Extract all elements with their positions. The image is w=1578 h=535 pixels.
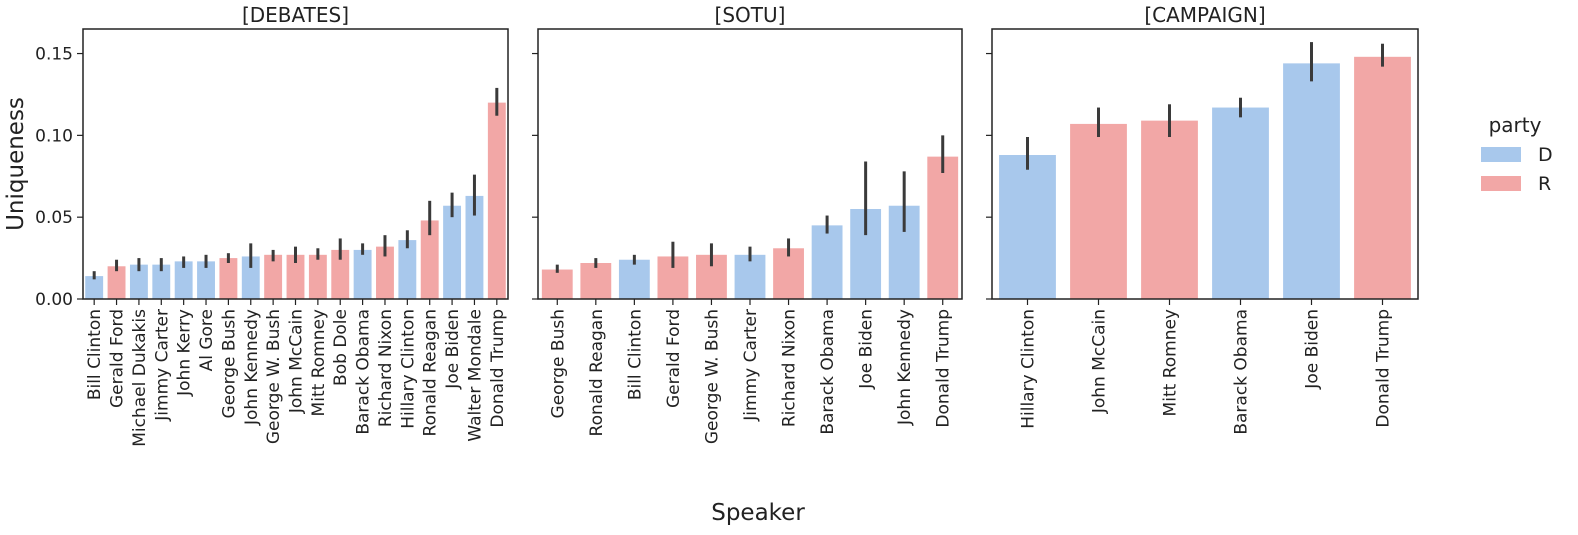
x-tick-label: Donald Trump	[488, 309, 508, 428]
bar	[308, 254, 327, 299]
bar	[219, 258, 238, 299]
bar	[580, 263, 612, 299]
x-tick-label: George Bush	[219, 309, 239, 418]
panel-frame	[82, 28, 509, 300]
y-axis-label: Uniqueness	[3, 97, 29, 231]
bar	[197, 261, 215, 299]
panel-1: [SOTU] George Bush Ronald Reagan Bill Clint…	[532, 3, 963, 444]
x-tick-label: Donald Trump	[1374, 309, 1394, 428]
panel-frame	[991, 28, 1419, 300]
bar	[927, 156, 959, 299]
legend-title: party	[1489, 113, 1542, 137]
x-tick-label: Gerald Ford	[664, 309, 684, 408]
bar	[107, 266, 126, 299]
legend-swatch-R	[1481, 176, 1521, 191]
bar	[129, 264, 148, 299]
panel-0: [DEBATES] Bill Clinton Gerald Ford Michael …	[35, 3, 509, 447]
x-tick-label: Barack Obama	[354, 309, 374, 435]
x-tick-label: Richard Nixon	[780, 309, 800, 427]
bar	[1141, 120, 1198, 300]
x-tick-label: Joe Biden	[1303, 309, 1323, 390]
x-tick-label: Richard Nixon	[376, 309, 396, 427]
x-tick-label: Barack Obama	[818, 309, 838, 435]
x-tick-label: Ronald Reagan	[587, 309, 607, 436]
x-tick-label: George Bush	[548, 309, 568, 418]
bar	[286, 254, 305, 299]
y-tick-label: 0.10	[35, 126, 73, 146]
y-tick-label: 0.15	[35, 45, 73, 65]
x-tick-label: John Kennedy	[895, 309, 915, 426]
x-tick-label: Michael Dukakis	[130, 309, 150, 447]
x-tick-label: Bill Clinton	[85, 309, 105, 400]
x-tick-label: Al Gore	[197, 309, 217, 371]
bar	[618, 259, 650, 299]
x-tick-label: Joe Biden	[857, 309, 877, 390]
x-tick-label: John McCain	[1090, 309, 1110, 414]
panel-title: [CAMPAIGN]	[1144, 3, 1265, 27]
bar	[420, 220, 439, 299]
bar	[465, 195, 484, 299]
x-tick-label: John Kennedy	[242, 309, 262, 426]
x-tick-label: Donald Trump	[934, 309, 954, 428]
x-tick-label: George W. Bush	[702, 309, 722, 444]
x-tick-label: George W. Bush	[264, 309, 284, 444]
x-tick-label: Mitt Romney	[309, 309, 329, 416]
panel-frame	[537, 28, 963, 300]
panel-title: [DEBATES]	[242, 3, 349, 27]
y-tick-label: 0.00	[35, 290, 73, 310]
bar	[1070, 123, 1127, 299]
x-tick-label: Barack Obama	[1232, 309, 1252, 435]
bar	[487, 102, 506, 300]
bar	[541, 269, 573, 299]
x-tick-label: Ronald Reagan	[421, 309, 441, 436]
bar	[398, 240, 417, 299]
x-tick-label: Mitt Romney	[1161, 309, 1181, 416]
bar	[1283, 63, 1340, 300]
bar	[85, 276, 104, 299]
x-tick-label: Gerald Ford	[108, 309, 128, 408]
bar	[773, 248, 804, 299]
bar	[241, 256, 260, 299]
bar	[376, 246, 394, 299]
x-tick-label: Jimmy Carter	[152, 309, 172, 422]
bar	[353, 249, 372, 299]
legend-swatch-D	[1481, 147, 1521, 162]
bar	[999, 155, 1056, 299]
chart-panels: [DEBATES]Bill Clinton Gerald Ford Michael …	[35, 3, 1419, 447]
bar	[1212, 107, 1269, 299]
panel-2: [CAMPAIGN] Hillary Clinton John McCain Mitt…	[986, 3, 1419, 435]
legend: party DR	[1481, 113, 1553, 195]
bar	[174, 261, 193, 299]
bar	[443, 205, 462, 299]
x-tick-label: Hillary Clinton	[1019, 309, 1039, 429]
x-tick-label: Bill Clinton	[625, 309, 645, 400]
x-axis-label: Speaker	[711, 500, 805, 526]
x-tick-label: Hillary Clinton	[398, 309, 418, 429]
bar	[811, 225, 843, 299]
y-tick-label: 0.05	[35, 208, 73, 228]
x-tick-label: Jimmy Carter	[741, 309, 761, 422]
bar	[152, 264, 171, 299]
x-tick-label: Joe Biden	[443, 309, 463, 390]
x-tick-label: John McCain	[287, 309, 307, 414]
x-tick-label: John Kerry	[175, 309, 195, 397]
bar	[331, 249, 350, 299]
x-tick-label: Bob Dole	[331, 309, 351, 386]
x-tick-label: Walter Mondale	[465, 309, 485, 442]
bar	[264, 254, 283, 299]
bar	[1354, 56, 1411, 300]
panel-title: [SOTU]	[715, 3, 786, 27]
bar	[734, 254, 766, 299]
legend-label: R	[1538, 173, 1551, 195]
legend-label: D	[1538, 144, 1553, 166]
